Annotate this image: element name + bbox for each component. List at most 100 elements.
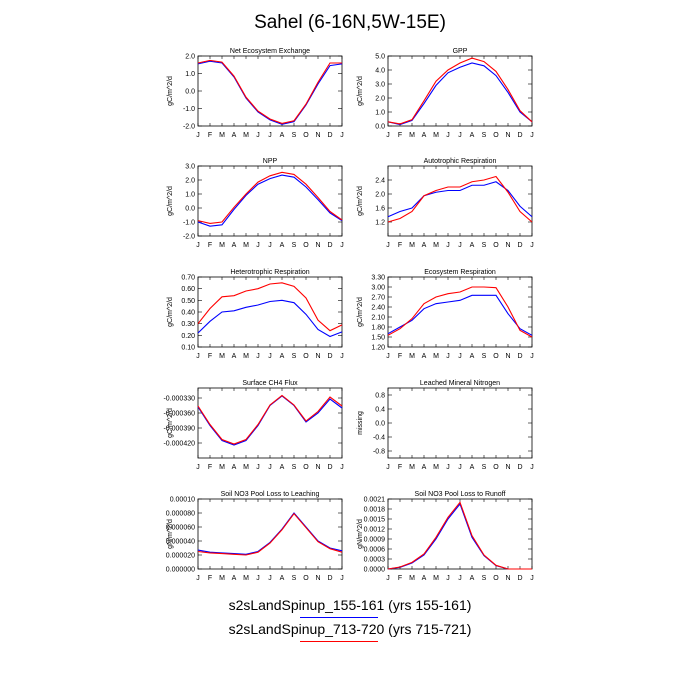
x-tick-label: A (422, 464, 427, 471)
panel-title: Leached Mineral Nitrogen (420, 380, 500, 387)
x-tick-label: N (315, 132, 320, 139)
y-tick-label: 0.0003 (364, 557, 386, 564)
x-tick-label: F (398, 242, 402, 249)
panel-title: Heterotrophic Respiration (230, 269, 309, 276)
y-tick-label: 2.0 (375, 96, 385, 103)
y-tick-label: 2.70 (371, 295, 385, 302)
x-tick-label: S (482, 464, 487, 471)
x-tick-label: J (268, 353, 272, 360)
y-tick-label: 0.000000 (166, 567, 195, 574)
x-tick-label: S (292, 132, 297, 139)
series-line-2 (197, 171, 343, 224)
series-line-1 (197, 299, 343, 338)
y-tick-label: 0.0000 (364, 567, 386, 574)
series-line-2 (387, 286, 533, 338)
x-tick-label: M (243, 353, 249, 360)
x-tick-label: N (505, 132, 510, 139)
x-tick-label: M (219, 575, 225, 582)
x-tick-label: O (303, 353, 309, 360)
x-tick-label: J (530, 132, 534, 139)
y-tick-label: 0.0018 (364, 507, 386, 514)
panel-title: NPP (263, 158, 278, 165)
y-tick-label: 0.0 (185, 206, 195, 213)
x-tick-label: J (340, 353, 344, 360)
y-tick-label: 0.0006 (364, 547, 386, 554)
y-tick-label: 2.4 (375, 178, 385, 185)
legend-entry-2-line (300, 641, 378, 642)
y-tick-label: -0.000360 (163, 411, 195, 418)
x-tick-label: J (530, 353, 534, 360)
x-tick-label: N (315, 353, 320, 360)
x-tick-label: M (433, 353, 439, 360)
y-tick-label: 0.20 (181, 333, 195, 340)
y-tick-label: 2.0 (185, 54, 195, 61)
y-tick-label: 3.30 (371, 275, 385, 282)
x-tick-label: F (398, 353, 402, 360)
x-tick-label: J (386, 242, 390, 249)
x-tick-label: N (505, 242, 510, 249)
y-tick-label: 1.2 (375, 220, 385, 227)
x-tick-label: S (292, 464, 297, 471)
y-tick-label: 0.40 (181, 310, 195, 317)
x-tick-label: A (232, 353, 237, 360)
x-tick-label: D (327, 242, 332, 249)
x-tick-label: J (340, 132, 344, 139)
x-tick-label: A (280, 242, 285, 249)
x-tick-label: J (256, 353, 260, 360)
x-tick-label: N (505, 353, 510, 360)
panel-title: Soil NO3 Pool Loss to Leaching (221, 491, 320, 498)
y-tick-label: -1.0 (183, 106, 195, 113)
x-tick-label: N (315, 242, 320, 249)
figure-title: Sahel (6-16N,5W-15E) (254, 12, 446, 33)
y-axis-label: gC/m^2/d (357, 297, 364, 327)
x-tick-label: M (243, 132, 249, 139)
panel-title: Ecosystem Respiration (424, 269, 496, 276)
x-tick-label: M (433, 575, 439, 582)
x-tick-label: J (446, 464, 450, 471)
y-tick-label: 0.70 (181, 275, 195, 282)
x-tick-label: F (208, 242, 212, 249)
y-tick-label: 0.10 (181, 345, 195, 352)
y-axis-label: gC/m^2/d (167, 408, 174, 438)
x-tick-label: J (386, 353, 390, 360)
x-tick-label: N (315, 464, 320, 471)
y-tick-label: 0.8 (375, 393, 385, 400)
x-tick-label: J (458, 353, 462, 360)
x-tick-label: S (292, 353, 297, 360)
x-tick-label: S (292, 575, 297, 582)
x-tick-label: J (196, 132, 200, 139)
series-line-2 (197, 59, 342, 124)
x-tick-label: J (268, 575, 272, 582)
x-tick-label: A (422, 353, 427, 360)
x-tick-label: M (409, 353, 415, 360)
x-tick-label: D (327, 464, 332, 471)
y-tick-label: -0.000420 (163, 441, 195, 448)
panel-title: Soil NO3 Pool Loss to Runoff (415, 491, 506, 498)
y-tick-label: 0.0015 (364, 517, 386, 524)
x-tick-label: M (433, 132, 439, 139)
x-tick-label: M (219, 132, 225, 139)
y-tick-label: 0.000040 (166, 539, 195, 546)
y-tick-label: 2.10 (371, 315, 385, 322)
x-tick-label: J (386, 132, 390, 139)
series-line-1 (387, 62, 533, 126)
x-tick-label: J (446, 353, 450, 360)
y-tick-label: 3.0 (375, 82, 385, 89)
x-tick-label: D (517, 464, 522, 471)
plot-frame (387, 387, 533, 459)
y-tick-label: 1.20 (371, 345, 385, 352)
series-line-1 (387, 181, 533, 218)
y-tick-label: -2.0 (183, 234, 195, 241)
y-tick-label: 0.50 (181, 298, 195, 305)
y-tick-label: 5.0 (375, 54, 385, 61)
x-tick-label: J (386, 575, 390, 582)
x-tick-label: F (398, 575, 402, 582)
